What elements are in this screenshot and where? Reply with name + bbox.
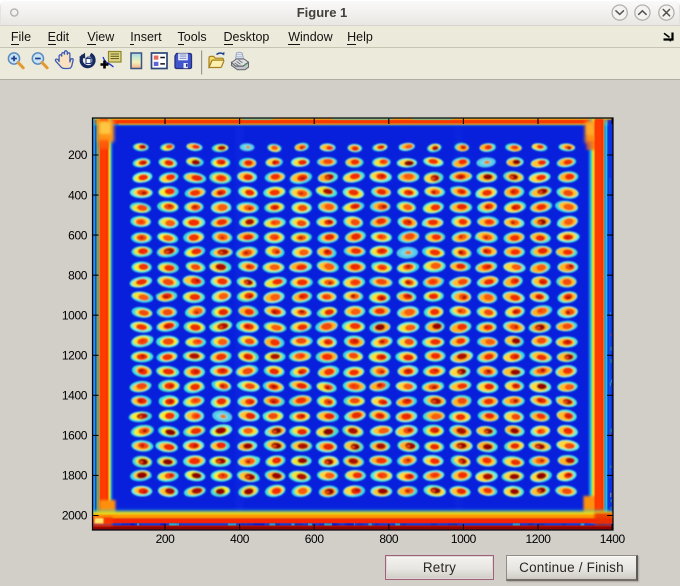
svg-text:800: 800 xyxy=(68,268,88,282)
svg-text:1200: 1200 xyxy=(62,349,88,363)
svg-text:1400: 1400 xyxy=(600,532,626,546)
svg-text:600: 600 xyxy=(305,532,325,546)
svg-text:600: 600 xyxy=(68,228,88,242)
svg-text:2000: 2000 xyxy=(62,509,88,523)
svg-text:1800: 1800 xyxy=(62,469,88,483)
svg-text:800: 800 xyxy=(379,532,399,546)
svg-text:1000: 1000 xyxy=(451,532,477,546)
svg-text:200: 200 xyxy=(156,532,176,546)
svg-text:400: 400 xyxy=(68,188,88,202)
svg-text:1600: 1600 xyxy=(62,429,88,443)
svg-text:1400: 1400 xyxy=(62,389,88,403)
svg-text:1000: 1000 xyxy=(62,308,88,322)
svg-text:1200: 1200 xyxy=(525,532,551,546)
svg-text:400: 400 xyxy=(230,532,250,546)
svg-text:200: 200 xyxy=(68,148,88,162)
